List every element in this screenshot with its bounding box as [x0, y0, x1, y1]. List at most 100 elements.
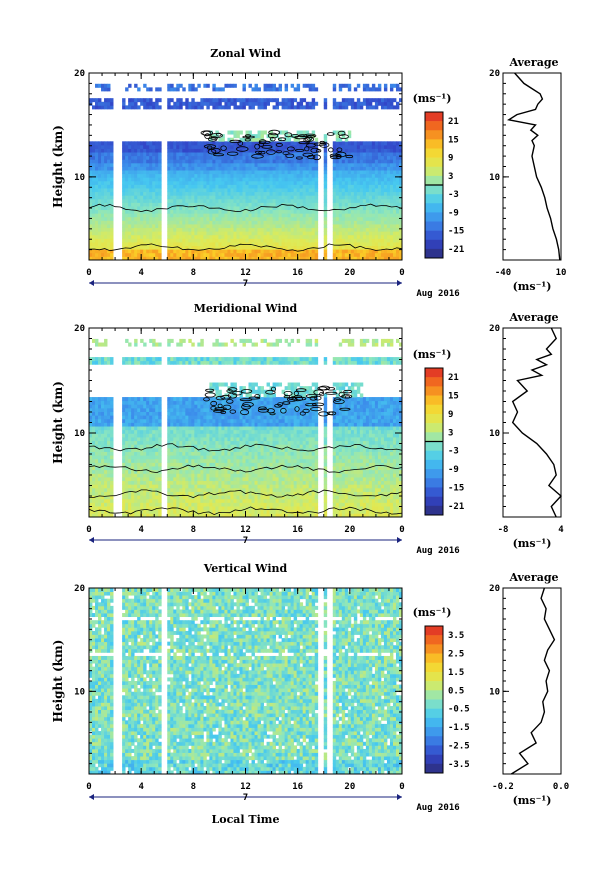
heatmap-cell	[257, 231, 261, 236]
heatmap-cell	[266, 202, 270, 207]
heatmap-cell	[122, 480, 126, 485]
heatmap-cell	[98, 141, 102, 146]
heatmap-cell	[191, 170, 195, 175]
heatmap-cell	[95, 227, 99, 232]
heatmap-cell	[293, 173, 298, 178]
heatmap-cell	[200, 415, 204, 420]
heatmap-cell	[350, 213, 355, 218]
heatmap-cell	[179, 101, 183, 106]
heatmap-cell	[170, 415, 174, 420]
heatmap-cell	[284, 256, 289, 261]
heatmap-cell	[92, 166, 96, 171]
heatmap-cell	[197, 357, 201, 362]
heatmap-cell	[146, 195, 150, 200]
heatmap-cell	[179, 360, 183, 365]
heatmap-cell	[302, 159, 307, 164]
heatmap-cell	[167, 484, 171, 489]
heatmap-cell	[314, 159, 319, 164]
heatmap-cell	[128, 404, 132, 409]
heatmap-cell	[374, 216, 379, 221]
heatmap-cell	[377, 216, 382, 221]
heatmap-cell	[155, 422, 159, 427]
heatmap-cell	[131, 447, 135, 452]
heatmap-cell	[338, 148, 343, 153]
heatmap-cell	[254, 231, 258, 236]
heatmap-cell	[215, 195, 219, 200]
heatmap-cell	[104, 256, 108, 261]
heatmap-cell	[206, 159, 210, 164]
heatmap-cell	[245, 166, 249, 171]
heatmap-cell	[287, 159, 292, 164]
heatmap-cell	[209, 180, 213, 185]
heatmap-cell	[95, 173, 99, 178]
heatmap-cell	[197, 234, 201, 239]
heatmap-cell	[362, 195, 367, 200]
heatmap-cell	[314, 220, 319, 225]
heatmap-cell	[344, 159, 349, 164]
heatmap-cell	[191, 148, 195, 153]
heatmap-cell	[125, 155, 129, 160]
heatmap-cell	[149, 105, 153, 110]
heatmap-cell	[140, 159, 144, 164]
colorbar-cell	[425, 148, 443, 158]
heatmap-cell	[149, 195, 153, 200]
heatmap-cell	[251, 159, 255, 164]
heatmap-cell	[182, 338, 186, 343]
heatmap-cell	[167, 202, 171, 207]
heatmap-cell	[239, 220, 243, 225]
heatmap-cell	[185, 209, 189, 214]
heatmap-cell	[293, 202, 298, 207]
heatmap-cell	[182, 170, 186, 175]
heatmap-cell	[386, 224, 391, 229]
heatmap-cell	[260, 216, 264, 221]
heatmap-cell	[152, 141, 156, 146]
heatmap-cell	[377, 206, 382, 211]
heatmap-cell	[92, 433, 96, 438]
heatmap-cell	[377, 177, 382, 182]
heatmap-cell	[365, 177, 370, 182]
heatmap-cell	[260, 101, 264, 106]
heatmap-cell	[170, 458, 174, 463]
heatmap-cell	[185, 440, 189, 445]
heatmap-cell	[377, 170, 382, 175]
heatmap-cell	[353, 170, 358, 175]
heatmap-cell	[155, 415, 159, 420]
heatmap-cell	[194, 506, 198, 511]
heatmap-cell	[251, 152, 255, 157]
heatmap-cell	[128, 433, 132, 438]
heatmap-cell	[290, 216, 295, 221]
heatmap-cell	[194, 484, 198, 489]
heatmap-cell	[149, 429, 153, 434]
heatmap-cell	[287, 162, 292, 167]
heatmap-cell	[236, 195, 240, 200]
heatmap-cell	[341, 209, 346, 214]
heatmap-cell	[131, 159, 135, 164]
heatmap-cell	[131, 148, 135, 153]
heatmap-cell	[350, 216, 355, 221]
heatmap-cell	[101, 234, 105, 239]
heatmap-cell	[146, 98, 150, 103]
heatmap-cell	[200, 180, 204, 185]
heatmap-cell	[155, 224, 159, 229]
heatmap-cell	[290, 184, 295, 189]
heatmap-cell	[347, 234, 352, 239]
heatmap-cell	[251, 206, 255, 211]
heatmap-cell	[188, 148, 192, 153]
heatmap-cell	[149, 188, 153, 193]
heatmap-cell	[110, 170, 114, 175]
heatmap-cell	[380, 144, 385, 149]
heatmap-cell	[158, 195, 162, 200]
heatmap-cell	[278, 252, 283, 257]
heatmap-cell	[356, 180, 361, 185]
heatmap-cell	[218, 249, 222, 254]
heatmap-cell	[173, 152, 177, 157]
heatmap-cell	[203, 506, 207, 511]
heatmap-cell	[176, 224, 180, 229]
heatmap-cell	[137, 495, 141, 500]
heatmap-cell	[224, 83, 228, 88]
heatmap-cell	[173, 418, 177, 423]
heatmap-cell	[155, 188, 159, 193]
heatmap-cell	[236, 173, 240, 178]
heatmap-cell	[380, 173, 385, 178]
heatmap-cell	[107, 206, 111, 211]
